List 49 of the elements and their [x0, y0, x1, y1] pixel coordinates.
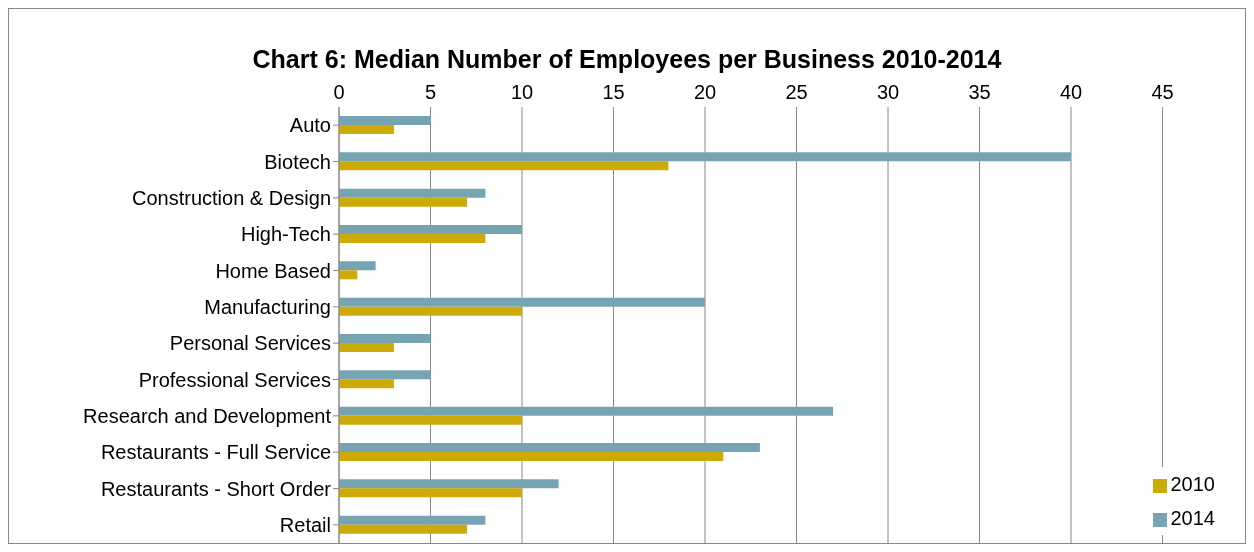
bar: [339, 524, 468, 534]
y-tick-label: Manufacturing: [204, 295, 331, 318]
bar: [339, 197, 468, 207]
y-tick-label: Research and Development: [83, 404, 332, 427]
x-tick-label: 40: [1059, 81, 1083, 103]
bar: [339, 152, 1071, 162]
bar: [339, 443, 760, 452]
x-tick-label: 25: [785, 81, 808, 103]
bar: [339, 334, 431, 343]
x-tick-label: 20: [693, 81, 717, 103]
bar: [339, 225, 522, 234]
x-tick-label: 35: [968, 81, 991, 103]
bar: [339, 343, 394, 352]
bar: [339, 270, 358, 280]
legend-label: 2014: [1170, 507, 1215, 529]
y-tick-label: Personal Services: [169, 332, 331, 355]
y-tick-label: Construction & Design: [132, 186, 331, 209]
x-tick-label: 0: [333, 81, 345, 103]
bar: [339, 479, 559, 489]
y-tick-label: Restaurants - Full Service: [100, 441, 331, 464]
bar: [339, 515, 486, 525]
x-tick-label: 10: [510, 81, 534, 103]
bar: [339, 406, 834, 416]
bar: [339, 415, 522, 425]
bar: [339, 125, 394, 134]
y-tick-label: Restaurants - Short Order: [100, 477, 332, 500]
x-tick-label: 15: [602, 81, 625, 103]
y-tick-label: Home Based: [215, 259, 331, 282]
bar: [339, 306, 522, 316]
bar: [339, 297, 705, 307]
bar: [339, 379, 394, 389]
y-tick-label: Retail: [279, 513, 331, 536]
chart-title: Chart 6: Median Number of Employees per Business 2010-2014: [251, 45, 1003, 75]
y-tick-label: Biotech: [264, 150, 331, 173]
x-tick-label: 30: [876, 81, 900, 103]
y-tick-label: Auto: [289, 114, 331, 137]
bar: [339, 370, 431, 380]
bar: [339, 261, 376, 271]
bar: [339, 161, 669, 171]
y-tick-label: High-Tech: [240, 223, 331, 246]
legend-label: 2010: [1170, 473, 1215, 495]
bar: [339, 452, 724, 461]
bar: [339, 116, 431, 125]
bar: [339, 188, 486, 198]
y-tick-label: Professional Services: [138, 368, 331, 391]
bar: [339, 234, 486, 243]
x-tick-label: 45: [1151, 81, 1174, 103]
x-tick-label: 5: [424, 81, 437, 103]
bar: [339, 488, 522, 498]
